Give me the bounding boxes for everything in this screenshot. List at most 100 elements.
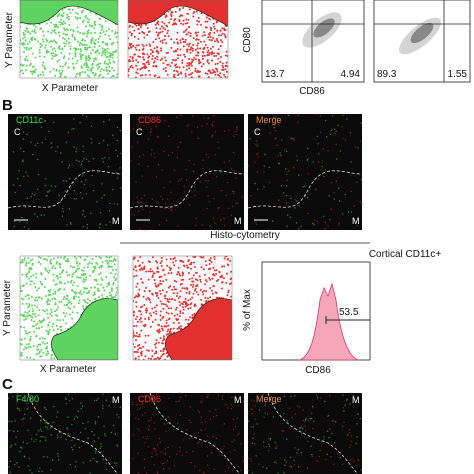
dot bbox=[86, 63, 89, 66]
signal bbox=[136, 201, 139, 203]
dot bbox=[33, 30, 36, 33]
dot bbox=[201, 34, 204, 37]
signal bbox=[264, 412, 267, 414]
dot bbox=[149, 270, 152, 273]
dot bbox=[31, 70, 34, 73]
dot bbox=[100, 327, 103, 330]
dot bbox=[167, 324, 170, 327]
dot bbox=[227, 291, 230, 294]
channel-label: Merge bbox=[256, 115, 282, 125]
dot bbox=[79, 17, 82, 20]
dot bbox=[224, 332, 227, 335]
signal bbox=[82, 226, 85, 228]
dot bbox=[67, 339, 70, 342]
dot bbox=[149, 48, 152, 51]
dot bbox=[114, 50, 117, 53]
signal bbox=[280, 154, 282, 157]
dot bbox=[76, 26, 79, 29]
dot bbox=[157, 52, 160, 55]
dot bbox=[52, 322, 55, 325]
dot bbox=[199, 350, 202, 353]
dot bbox=[56, 60, 59, 63]
dot bbox=[215, 1, 218, 4]
signal bbox=[231, 441, 233, 443]
dot bbox=[108, 312, 111, 315]
dot bbox=[77, 30, 80, 33]
dot bbox=[224, 346, 227, 349]
dot bbox=[93, 278, 96, 281]
signal bbox=[66, 224, 68, 226]
dot bbox=[129, 31, 132, 34]
dot bbox=[50, 314, 53, 317]
signal bbox=[40, 430, 43, 432]
dot bbox=[215, 21, 218, 24]
dot bbox=[227, 357, 230, 360]
dot bbox=[179, 283, 182, 286]
dot bbox=[53, 30, 56, 33]
dot bbox=[131, 25, 134, 28]
dot bbox=[173, 23, 176, 26]
signal bbox=[211, 136, 213, 138]
dot bbox=[150, 314, 153, 317]
signal bbox=[262, 394, 264, 396]
dot bbox=[179, 295, 182, 298]
signal bbox=[79, 122, 81, 124]
signal bbox=[237, 465, 239, 468]
signal bbox=[75, 198, 77, 200]
dot bbox=[38, 337, 41, 340]
signal bbox=[95, 460, 98, 463]
dot bbox=[173, 256, 176, 259]
dot bbox=[80, 328, 83, 331]
signal bbox=[23, 175, 25, 178]
dot bbox=[160, 47, 163, 50]
signal bbox=[192, 115, 194, 117]
signal bbox=[8, 420, 10, 423]
dot bbox=[194, 31, 197, 34]
dot bbox=[45, 38, 48, 41]
signal bbox=[168, 125, 170, 127]
signal bbox=[338, 187, 340, 189]
dot bbox=[79, 276, 82, 279]
dot bbox=[175, 70, 178, 73]
dot bbox=[56, 260, 59, 263]
dot bbox=[211, 353, 214, 356]
dot bbox=[43, 55, 46, 58]
dot bbox=[166, 52, 169, 55]
dot bbox=[85, 14, 88, 17]
quadrant-value: 1.55 bbox=[448, 69, 468, 80]
signal bbox=[350, 190, 352, 193]
dot bbox=[88, 18, 91, 21]
dot bbox=[194, 48, 197, 51]
dot bbox=[230, 295, 232, 298]
dot bbox=[171, 23, 174, 26]
region-label: C bbox=[136, 127, 143, 137]
signal bbox=[251, 412, 253, 415]
dot bbox=[223, 265, 226, 268]
signal bbox=[247, 470, 250, 472]
quadrant-value: 4.94 bbox=[341, 69, 361, 80]
dot bbox=[145, 286, 148, 289]
signal bbox=[321, 441, 323, 443]
signal bbox=[12, 151, 15, 153]
dot bbox=[135, 324, 138, 327]
dot bbox=[187, 307, 190, 310]
dot bbox=[144, 355, 147, 358]
dot bbox=[195, 271, 198, 274]
signal bbox=[176, 422, 179, 424]
dot bbox=[71, 343, 74, 346]
signal bbox=[343, 410, 345, 412]
dot bbox=[191, 339, 194, 342]
signal bbox=[30, 141, 32, 143]
dot bbox=[215, 280, 218, 283]
signal bbox=[140, 197, 143, 200]
dot bbox=[221, 276, 224, 279]
dot bbox=[37, 296, 40, 299]
signal bbox=[287, 170, 290, 172]
dot bbox=[207, 69, 210, 72]
signal bbox=[131, 401, 134, 403]
signal bbox=[291, 138, 294, 140]
dot bbox=[29, 345, 32, 348]
dot bbox=[29, 280, 32, 283]
dot bbox=[154, 260, 157, 263]
